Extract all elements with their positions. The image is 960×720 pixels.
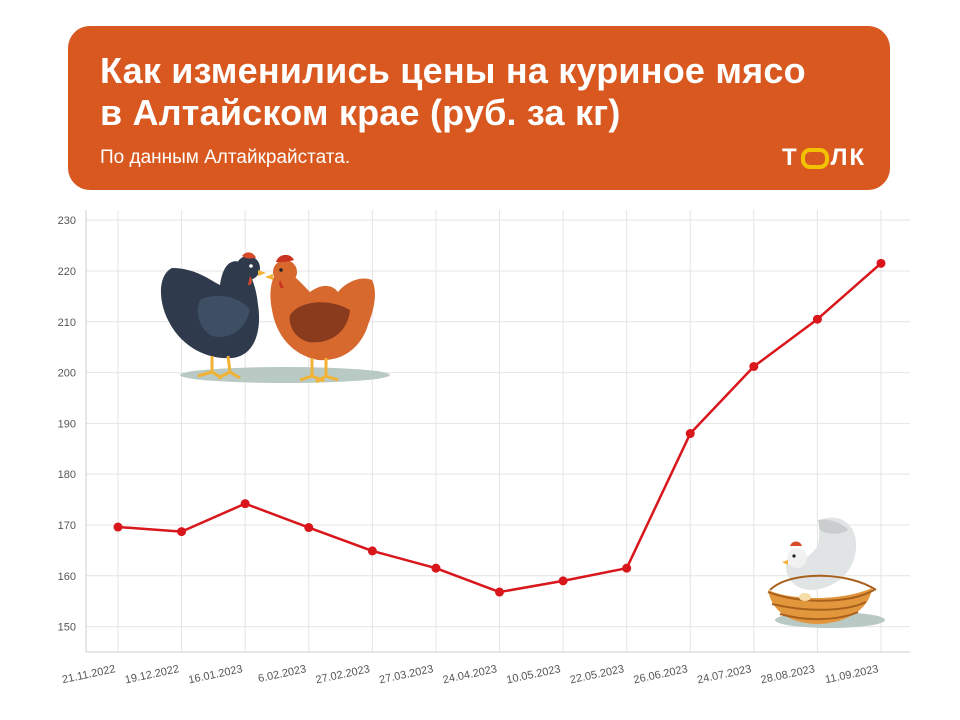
y-tick-label: 230: [58, 215, 76, 227]
y-tick-label: 160: [58, 571, 76, 583]
data-point: [622, 563, 632, 573]
logo-o-mark: [800, 147, 829, 169]
x-tick-label: 24.04.2023: [442, 663, 498, 686]
x-tick-label: 27.03.2023: [378, 663, 434, 686]
x-tick-label: 11.09.2023: [824, 663, 880, 686]
data-point: [812, 314, 822, 324]
x-tick-label: 16.01.2023: [187, 663, 243, 686]
chart-grid: [86, 210, 910, 652]
data-point: [240, 499, 250, 509]
data-point: [876, 258, 886, 268]
data-point: [685, 429, 695, 439]
price-line-chart: 150 160 170 180 190 200 210 220 230 21.11.2022 19.…: [58, 210, 910, 686]
data-point: [749, 361, 759, 371]
y-tick-label: 170: [58, 520, 76, 532]
hen-in-nest-illustration: [767, 517, 885, 628]
x-tick-label: 6.02.2023: [257, 663, 307, 685]
data-point: [113, 522, 123, 532]
tolk-logo: Т ЛК: [782, 144, 866, 172]
page-title: Как изменились цены на куриное мясо в Ал…: [100, 50, 860, 134]
chart-plot: [113, 258, 886, 597]
y-tick-label: 220: [58, 266, 76, 278]
orange-hen-icon: [265, 254, 375, 384]
data-point: [495, 587, 504, 597]
y-tick-label: 200: [58, 368, 76, 380]
dark-hen-icon: [160, 252, 266, 380]
x-tick-label: 21.11.2022: [61, 663, 117, 686]
data-point: [558, 576, 568, 586]
y-tick-label: 180: [58, 469, 76, 481]
header-banner: Как изменились цены на куриное мясо в Ал…: [68, 26, 890, 190]
x-tick-label: 27.02.2023: [315, 663, 371, 686]
two-hens-illustration: [160, 252, 390, 384]
y-tick-label: 210: [58, 317, 76, 329]
data-point: [177, 527, 187, 537]
source-note: По данным Алтайкрайстата.: [100, 147, 351, 168]
data-point: [304, 523, 314, 533]
title-line-2: в Алтайском крае (руб. за кг): [100, 92, 621, 133]
x-tick-label: 26.06.2023: [633, 663, 689, 686]
y-tick-label: 190: [58, 418, 76, 430]
data-point: [367, 546, 377, 556]
x-tick-label: 10.05.2023: [505, 663, 561, 686]
x-tick-label: 19.12.2022: [124, 663, 180, 686]
logo-right-letters: ЛК: [830, 144, 867, 171]
x-tick-label: 22.05.2023: [569, 663, 625, 686]
x-tick-label: 24.07.2023: [696, 663, 752, 686]
title-line-1: Как изменились цены на куриное мясо: [100, 50, 806, 91]
data-point: [431, 563, 441, 573]
y-tick-label: 150: [58, 622, 76, 634]
x-tick-label: 28.08.2023: [760, 663, 816, 686]
logo-left-letters: Т: [782, 144, 799, 171]
